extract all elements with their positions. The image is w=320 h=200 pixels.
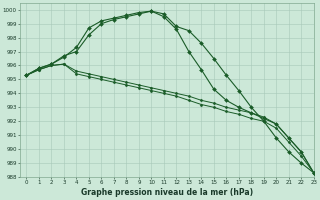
X-axis label: Graphe pression niveau de la mer (hPa): Graphe pression niveau de la mer (hPa) [81,188,253,197]
